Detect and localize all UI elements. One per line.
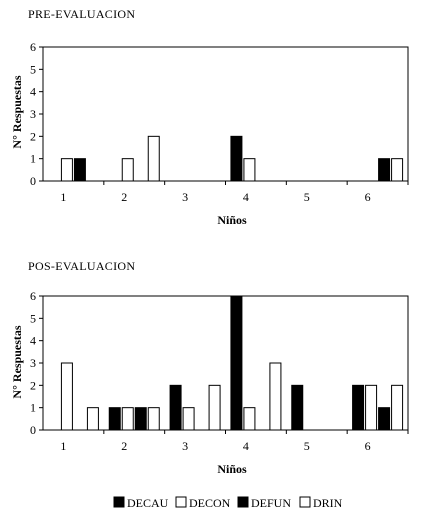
legend-swatch-drin [299,496,311,508]
y-tick-label: 4 [30,334,36,348]
bar-decau-3 [169,384,182,431]
x-tick-label: 6 [365,190,371,204]
y-tick-label: 6 [30,40,36,54]
legend-label: DEFUN [251,496,291,510]
bar-defun-1 [73,158,86,182]
plot-frame [42,46,409,182]
y-tick-label: 2 [30,378,36,392]
x-tick-label: 3 [182,439,188,453]
x-tick-label: 1 [60,190,66,204]
x-ticks: 1 2 3 4 5 6 [60,181,409,204]
y-tick-label: 2 [30,129,36,143]
x-axis-label: Niños [217,213,247,227]
bar-decau-6 [352,384,365,431]
y-tick-label: 1 [30,401,36,415]
x-tick-label: 2 [121,439,127,453]
y-axis-label: N° Respuestas [10,75,24,148]
legend: DECAU DECON DEFUN DRIN [113,496,343,510]
bar-decon-1 [60,158,73,182]
legend-label: DECON [189,496,231,510]
bar-decon-2 [121,407,134,431]
bar-decon-6 [365,384,378,431]
x-tick-label: 6 [365,439,371,453]
y-tick-label: 4 [30,85,36,99]
bar-decon-3 [182,407,195,431]
bars [60,135,404,182]
x-tick-label: 4 [243,439,249,453]
legend-label: DRIN [313,496,343,510]
bar-drin-6 [391,158,404,182]
y-tick-label: 5 [30,311,36,325]
y-tick-label: 6 [30,289,36,303]
y-tick-label: 1 [30,152,36,166]
bar-drin-2 [147,407,160,431]
y-ticks: 0 1 2 3 4 5 6 [30,40,43,188]
pre-evaluation-chart: PRE-EVALUACION N° Respuestas 0 1 2 3 4 5 6 1 2 3… [10,7,409,227]
y-axis-label: N° Respuestas [10,325,24,398]
y-ticks: 0 1 2 3 4 5 6 [30,289,43,437]
chart-title: PRE-EVALUACION [28,7,135,21]
bar-decon-2 [121,158,134,182]
bar-defun-2 [134,407,147,431]
legend-label: DECAU [127,496,169,510]
legend-swatch-decon [175,496,187,508]
x-tick-label: 1 [60,439,66,453]
x-ticks: 1 2 3 4 5 6 [60,430,409,453]
y-tick-label: 0 [30,174,36,188]
bar-drin-3 [208,384,221,431]
y-tick-label: 3 [30,107,36,121]
bar-defun-6 [378,158,391,182]
bar-decon-1 [60,362,73,431]
bar-drin-6 [391,384,404,431]
bar-decau-5 [291,384,304,431]
x-tick-label: 2 [121,190,127,204]
bar-decon-4 [243,158,256,182]
bar-decon-4 [243,407,256,431]
x-tick-label: 5 [304,190,310,204]
bar-decau-4 [230,135,243,182]
bar-drin-1 [86,407,99,431]
post-evaluation-chart: POS-EVALUACION N° Respuestas 0 1 2 3 4 5 6 1 2 3… [10,259,409,476]
x-axis-label: Niños [217,462,247,476]
bar-decau-4 [230,295,243,431]
bars [60,295,404,431]
bar-drin-4 [269,362,282,431]
legend-swatch-defun [237,496,249,508]
y-tick-label: 5 [30,62,36,76]
y-tick-label: 3 [30,356,36,370]
x-tick-label: 4 [243,190,249,204]
bar-drin-2 [147,135,160,182]
chart-title: POS-EVALUACION [28,259,135,273]
legend-swatch-decau [113,496,125,508]
bar-defun-6 [378,407,391,431]
x-tick-label: 5 [304,439,310,453]
x-tick-label: 3 [182,190,188,204]
bar-decau-2 [108,407,121,431]
y-tick-label: 0 [30,423,36,437]
